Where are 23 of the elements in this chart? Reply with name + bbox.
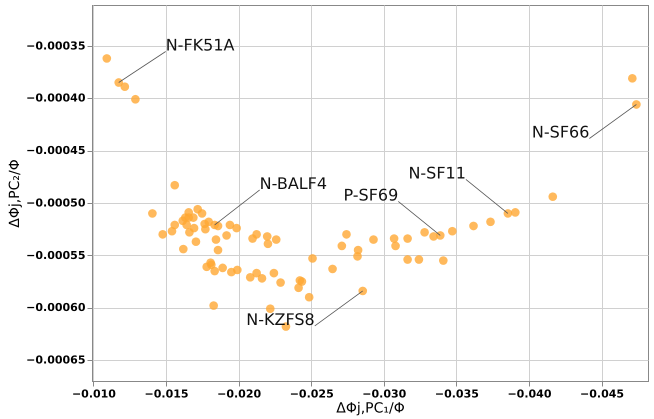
x-tick-label: −0.025	[290, 388, 334, 400]
y-tick-label: −0.00055	[26, 248, 86, 262]
annotation: N-FK51A	[166, 36, 235, 55]
x-tick-label: −0.045	[580, 388, 624, 400]
annotation: P-SF69	[343, 185, 398, 204]
x-tick-label: −0.020	[217, 388, 262, 400]
x-tick-label: −0.040	[507, 388, 552, 400]
y-tick-label: −0.00050	[26, 196, 86, 210]
y-tick-label: −0.00060	[26, 301, 86, 314]
x-tick-label: −0.010	[72, 388, 116, 400]
x-tick-label: −0.015	[144, 388, 189, 400]
y-tick-label: −0.00065	[26, 354, 86, 367]
annotation: N-SF66	[532, 122, 590, 142]
y-tick-label: −0.00040	[26, 92, 86, 105]
annotation: N-KZFS8	[246, 310, 315, 329]
x-tick-label: −0.035	[434, 388, 479, 400]
y-axis-title: ΔΦj,PC₂/Φ	[7, 159, 24, 228]
x-tick-label: −0.030	[362, 388, 407, 400]
y-tick-label: −0.00035	[26, 39, 86, 52]
x-axis-title: ΔΦj,PC₁/Φ	[336, 400, 405, 416]
annotation: N-SF11	[408, 163, 466, 182]
annotation: N-BALF4	[260, 174, 328, 193]
y-tick-label: −0.00045	[26, 144, 86, 158]
